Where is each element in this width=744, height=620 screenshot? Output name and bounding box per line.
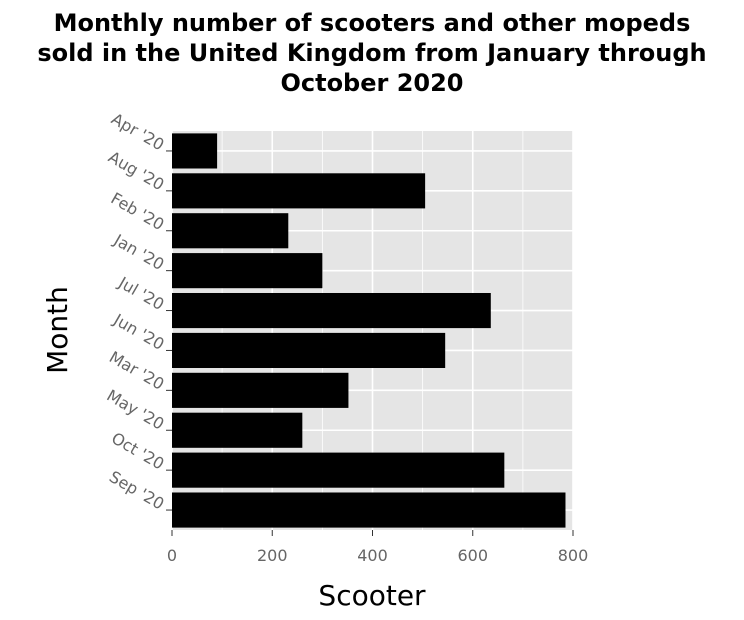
x-axis-ticks: 0 200 400 600 800 <box>167 530 588 565</box>
x-tick-label: 600 <box>457 546 488 565</box>
bar <box>172 173 426 209</box>
y-tick-label: Jul '20 <box>115 272 168 314</box>
x-tick-label: 400 <box>357 546 388 565</box>
y-tick-label: Sep '20 <box>106 467 167 513</box>
y-tick-label: Jan '20 <box>110 230 168 274</box>
bar <box>172 253 323 289</box>
x-tick-label: 800 <box>558 546 589 565</box>
chart-title-line-3: October 2020 <box>280 69 463 97</box>
bar <box>172 133 218 169</box>
y-tick-label: Aug '20 <box>105 147 167 194</box>
x-tick-label: 0 <box>167 546 177 565</box>
bars <box>172 133 566 528</box>
y-tick-label: Feb '20 <box>108 189 168 235</box>
bar <box>172 452 505 488</box>
chart-title-line-2: sold in the United Kingdom from January … <box>37 39 706 67</box>
y-tick-label: Jun '20 <box>110 310 168 354</box>
chart-title-line-1: Monthly number of scooters and other mop… <box>54 9 691 37</box>
x-tick-label: 200 <box>257 546 288 565</box>
bar <box>172 332 446 369</box>
x-axis-label: Scooter <box>318 579 426 612</box>
bar <box>172 372 349 408</box>
chart-title: Monthly number of scooters and other mop… <box>37 9 706 97</box>
bar <box>172 213 289 249</box>
bar <box>172 412 303 448</box>
bar <box>172 492 566 528</box>
bar <box>172 292 491 329</box>
y-axis-label: Month <box>41 286 74 374</box>
